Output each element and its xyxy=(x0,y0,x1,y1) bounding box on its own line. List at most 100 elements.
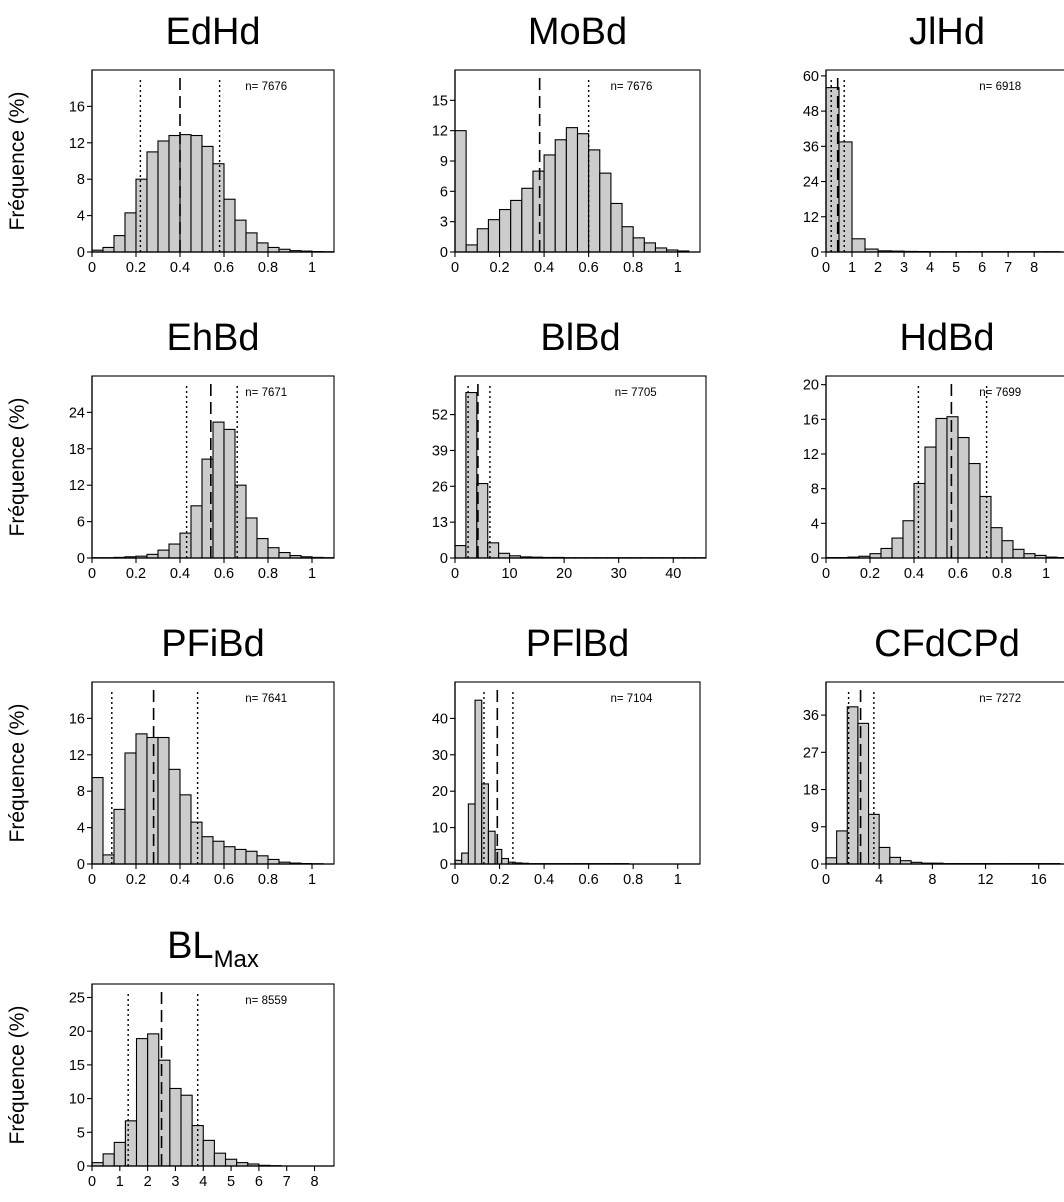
y-tick-label: 16 xyxy=(803,412,819,428)
x-tick-label: 0.6 xyxy=(214,566,234,582)
x-tick-label: 1 xyxy=(308,872,316,888)
histogram-bar xyxy=(837,831,848,864)
x-tick-label: 1 xyxy=(308,566,316,582)
histogram-bar xyxy=(246,851,257,864)
histogram-bar xyxy=(158,550,169,558)
y-tick-label: 15 xyxy=(432,93,448,109)
histogram-bar xyxy=(114,1142,125,1166)
histogram-bar xyxy=(125,1121,136,1166)
histogram-bar xyxy=(202,837,213,864)
y-tick-label: 24 xyxy=(803,175,819,191)
histogram-bar xyxy=(224,429,235,558)
x-tick-label: 0.2 xyxy=(126,260,146,276)
histogram-bar xyxy=(622,227,633,252)
y-tick-label: 0 xyxy=(77,551,85,567)
sample-size-label: n= 7104 xyxy=(610,693,652,705)
y-tick-label: 36 xyxy=(803,139,819,155)
histogram-bar xyxy=(936,418,947,558)
x-tick-label: 1 xyxy=(674,260,682,276)
histogram-bar xyxy=(268,548,279,558)
x-tick-label: 0 xyxy=(88,260,96,276)
histogram-panel-hdbd: HdBd 0 0.2 0.4 0.6 0.8 1 0 4 8 12 16 20 n= 7699 xyxy=(803,317,1064,582)
histogram-bar xyxy=(488,543,499,558)
histogram-bar xyxy=(257,243,268,252)
y-tick-label: 24 xyxy=(69,405,85,421)
histogram-bar xyxy=(170,1088,181,1166)
histogram-bar xyxy=(488,220,499,252)
y-tick-label: 4 xyxy=(811,516,819,532)
x-tick-label: 0.4 xyxy=(534,872,554,888)
x-tick-label: 0 xyxy=(451,872,459,888)
y-tick-label: 0 xyxy=(77,245,85,261)
y-tick-label: 8 xyxy=(77,172,85,188)
histogram-bar xyxy=(213,422,224,558)
histogram-panel-ehbd: EhBd 0 0.2 0.4 0.6 0.8 1 0 6 12 18 24 Fréquence (%) n… xyxy=(6,317,334,582)
panel-title: BlBd xyxy=(540,317,620,359)
x-tick-label: 0.8 xyxy=(623,260,643,276)
x-tick-label: 0.6 xyxy=(214,260,234,276)
histogram-bar xyxy=(158,738,169,864)
y-tick-label: 3 xyxy=(440,215,448,231)
y-tick-label: 6 xyxy=(440,184,448,200)
histogram-bar xyxy=(235,849,246,864)
histogram-bar xyxy=(114,809,125,864)
x-tick-label: 3 xyxy=(171,1174,179,1190)
histogram-bar xyxy=(847,707,858,864)
bars xyxy=(455,700,629,864)
panel-title-main: BL xyxy=(167,925,213,967)
x-tick-label: 0.4 xyxy=(170,566,190,582)
histogram-bar xyxy=(137,1039,148,1166)
histogram-bar xyxy=(500,210,511,252)
histogram-bar xyxy=(890,857,901,864)
x-tick-label: 0.8 xyxy=(258,566,278,582)
histogram-bar xyxy=(958,438,969,558)
x-tick-label: 8 xyxy=(310,1174,318,1190)
x-tick-label: 4 xyxy=(926,260,934,276)
panel-title-subscript: Max xyxy=(214,946,259,973)
histogram-bar xyxy=(477,229,488,252)
y-tick-label: 10 xyxy=(432,821,448,837)
histogram-bar xyxy=(268,859,279,864)
y-tick-label: 0 xyxy=(811,857,819,873)
bars xyxy=(455,128,689,252)
histogram-bar xyxy=(455,131,466,252)
histogram-panel-cfdcpd: CFdCPd 0 4 8 12 16 0 9 18 27 36 n= 7272 xyxy=(803,623,1064,888)
y-tick-label: 27 xyxy=(803,745,819,761)
x-tick-label: 7 xyxy=(1004,260,1012,276)
histogram-bar xyxy=(169,769,180,864)
x-tick-label: 4 xyxy=(199,1174,207,1190)
bars xyxy=(92,734,323,864)
x-tick-label: 12 xyxy=(977,872,993,888)
x-tick-label: 7 xyxy=(283,1174,291,1190)
y-tick-label: 30 xyxy=(432,748,448,764)
x-tick-label: 1 xyxy=(1042,566,1050,582)
bars xyxy=(826,88,1060,252)
y-axis-label: Fréquence (%) xyxy=(6,398,29,537)
panel-title-main: MoBd xyxy=(528,11,627,53)
x-tick-label: 30 xyxy=(611,566,627,582)
x-tick-label: 0.2 xyxy=(126,872,146,888)
y-tick-label: 0 xyxy=(77,857,85,873)
y-tick-label: 60 xyxy=(803,69,819,85)
histogram-bar xyxy=(202,459,213,558)
histogram-bar xyxy=(180,135,191,252)
y-tick-label: 12 xyxy=(69,478,85,494)
y-tick-label: 12 xyxy=(69,748,85,764)
histogram-bar xyxy=(224,199,235,252)
x-tick-label: 0.2 xyxy=(860,566,880,582)
x-tick-label: 0 xyxy=(88,1174,96,1190)
x-tick-label: 0 xyxy=(451,260,459,276)
histogram-bar xyxy=(257,856,268,864)
y-tick-label: 20 xyxy=(803,378,819,394)
y-axis-label: Fréquence (%) xyxy=(6,704,29,843)
histogram-bar xyxy=(203,1140,214,1166)
x-tick-label: 1 xyxy=(308,260,316,276)
x-tick-label: 0.6 xyxy=(579,260,599,276)
histogram-bar xyxy=(213,164,224,252)
histogram-bar xyxy=(246,518,257,558)
histogram-bar xyxy=(114,236,125,252)
histogram-bar xyxy=(600,173,611,252)
histogram-bar xyxy=(103,247,114,252)
